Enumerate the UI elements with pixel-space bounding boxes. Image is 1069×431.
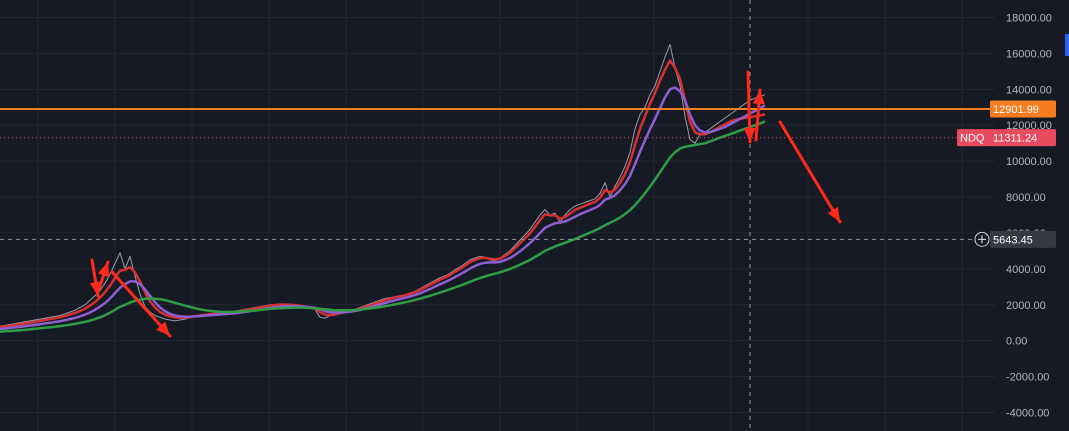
y-tick-label: 0.00 xyxy=(1006,336,1027,348)
arrow-up-recent xyxy=(752,88,765,142)
series-line-1 xyxy=(0,59,766,329)
symbol-badge-bg xyxy=(957,129,991,147)
add-alert-icon[interactable] xyxy=(974,231,990,247)
horizontal-line-price-badge: 12901.99 xyxy=(990,100,1056,118)
arrow-down-recent xyxy=(743,70,756,144)
arrow-head xyxy=(97,262,110,278)
last-price-badge-bg xyxy=(990,129,1056,147)
arrow-head xyxy=(752,90,765,105)
y-tick-label: 2000.00 xyxy=(1006,300,1046,312)
annotation-layer xyxy=(0,0,995,431)
y-tick-label: 16000.00 xyxy=(1006,48,1052,60)
horizontal-line-price-badge-bg xyxy=(990,100,1056,118)
price-axis[interactable]: 18000.0016000.0014000.0012000.0010000.00… xyxy=(957,13,1056,420)
arrow-shaft xyxy=(778,120,842,224)
arrow-head xyxy=(156,321,170,336)
last-price-badge: 11311.24 xyxy=(990,129,1056,147)
crosshair-price-badge-text: 5643.45 xyxy=(993,234,1033,246)
y-tick-label: 10000.00 xyxy=(1006,156,1052,168)
arrow-down-decline xyxy=(110,270,172,338)
y-tick-label: -4000.00 xyxy=(1006,408,1049,420)
arrow-head xyxy=(743,127,756,142)
series-line-0 xyxy=(0,43,766,327)
crosshair-price-badge-bg xyxy=(990,230,1056,248)
crosshair-price-badge: 5643.45 xyxy=(990,230,1056,248)
grid-lines xyxy=(0,0,995,431)
symbol-badge-text: NDQ xyxy=(960,133,985,145)
arrow-shaft xyxy=(110,270,172,338)
side-panel-tab[interactable] xyxy=(1065,34,1069,56)
horizontal-line-price-badge-text: 12901.99 xyxy=(993,104,1039,116)
arrow-up-left-peak xyxy=(96,260,110,294)
y-tick-label: 8000.00 xyxy=(1006,192,1046,204)
series-line-2 xyxy=(0,86,766,331)
arrow-head xyxy=(827,206,840,222)
last-price-badge-text: 11311.24 xyxy=(993,133,1037,145)
y-tick-label: 14000.00 xyxy=(1006,84,1052,96)
y-tick-label: 4000.00 xyxy=(1006,264,1046,276)
y-tick-label: -2000.00 xyxy=(1006,372,1049,384)
arrow-down-projection xyxy=(778,120,842,224)
symbol-badge: NDQ xyxy=(957,129,991,147)
series-line-3 xyxy=(0,120,766,333)
y-tick-label: 18000.00 xyxy=(1006,13,1052,25)
series-layer xyxy=(0,43,766,333)
